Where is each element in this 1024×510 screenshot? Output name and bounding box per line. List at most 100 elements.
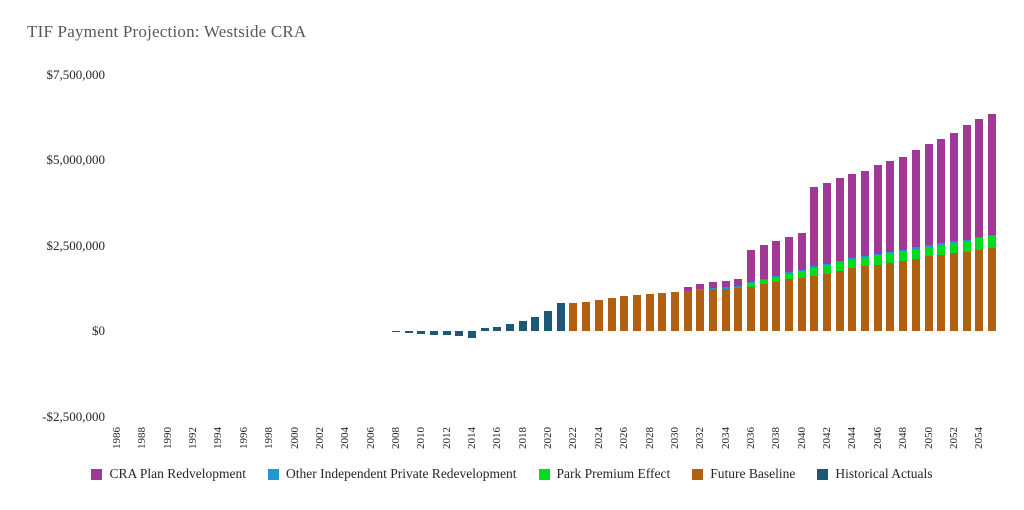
bar-2045-cra_plan xyxy=(861,170,870,256)
x-tick-label: 2042 xyxy=(821,427,834,449)
bar-2039-park_premium xyxy=(785,273,794,280)
x-tick-label: 2024 xyxy=(592,427,605,449)
bar-2033-future_baseline xyxy=(708,288,717,331)
chart-title: TIF Payment Projection: Westside CRA xyxy=(27,22,307,41)
bar-2025-future_baseline xyxy=(607,298,616,331)
x-tick-label: 2050 xyxy=(922,427,935,449)
bar-2034-cra_plan xyxy=(721,280,730,288)
x-tick-label: 2032 xyxy=(694,427,707,449)
x-tick-label: 2018 xyxy=(516,427,529,449)
x-tick-label: 1994 xyxy=(212,427,225,449)
bar-2044-cra_plan xyxy=(848,174,857,259)
bar-2040-park_premium xyxy=(797,271,806,278)
bar-2054-other_independent xyxy=(975,237,984,239)
x-tick-label: 2044 xyxy=(846,427,859,449)
bar-2035-other_independent xyxy=(734,286,743,288)
bar-2055-future_baseline xyxy=(987,247,996,331)
bar-2019-historical xyxy=(531,316,540,331)
bar-2044-park_premium xyxy=(848,259,857,269)
bar-2054-future_baseline xyxy=(975,249,984,331)
bar-2051-other_independent xyxy=(937,243,946,245)
x-tick-label: 2010 xyxy=(415,427,428,449)
bar-2046-park_premium xyxy=(873,255,882,265)
bar-2047-future_baseline xyxy=(886,262,895,331)
bar-2018-historical xyxy=(518,320,527,331)
bar-2027-future_baseline xyxy=(632,295,641,331)
bar-2042-other_independent xyxy=(823,263,832,265)
bar-2036-future_baseline xyxy=(747,286,755,331)
legend-item-cra_plan: CRA Plan Redvelopment xyxy=(91,466,246,482)
x-tick-label: 2002 xyxy=(313,427,326,449)
bar-2015-historical xyxy=(480,327,489,331)
bar-2036-other_independent xyxy=(747,282,755,284)
bar-2039-other_independent xyxy=(785,272,794,274)
x-tick-label: 2004 xyxy=(339,427,352,449)
x-tick-label: 2054 xyxy=(973,427,986,449)
bar-2053-park_premium xyxy=(962,240,971,252)
bar-2036-cra_plan xyxy=(747,249,755,283)
bar-2048-park_premium xyxy=(899,250,908,261)
bar-2047-cra_plan xyxy=(886,160,895,252)
bar-2033-other_independent xyxy=(708,287,717,289)
bar-2042-cra_plan xyxy=(823,183,832,264)
x-tick-label: 2046 xyxy=(871,427,884,449)
bar-2046-future_baseline xyxy=(873,264,882,331)
bar-2053-future_baseline xyxy=(962,251,971,331)
bar-2052-cra_plan xyxy=(949,132,958,242)
legend-label: Future Baseline xyxy=(710,466,796,481)
bar-2044-future_baseline xyxy=(848,268,857,331)
bar-2034-future_baseline xyxy=(721,288,730,331)
bar-2045-future_baseline xyxy=(861,266,870,331)
bar-2040-cra_plan xyxy=(797,233,806,270)
bar-2051-park_premium xyxy=(937,244,946,256)
bar-2046-other_independent xyxy=(873,254,882,256)
bar-2055-park_premium xyxy=(987,236,996,248)
bar-2030-future_baseline xyxy=(670,292,679,331)
bar-2040-future_baseline xyxy=(797,277,806,331)
bar-2038-cra_plan xyxy=(772,240,781,276)
bar-2033-cra_plan xyxy=(708,282,717,288)
bar-2028-future_baseline xyxy=(645,294,654,331)
legend-swatch-icon xyxy=(817,468,829,480)
bar-2049-future_baseline xyxy=(911,258,920,331)
x-tick-label: 1992 xyxy=(187,427,200,449)
y-tick-label: $0 xyxy=(92,323,105,338)
bar-2040-other_independent xyxy=(797,269,806,272)
x-tick-label: 1990 xyxy=(161,427,174,449)
bar-2041-park_premium xyxy=(810,267,819,276)
bar-2050-future_baseline xyxy=(924,256,933,331)
bar-2051-cra_plan xyxy=(937,139,946,244)
x-tick-label: 2006 xyxy=(364,427,377,449)
legend-label: Park Premium Effect xyxy=(556,466,671,481)
bar-2045-other_independent xyxy=(861,255,870,258)
bar-2037-future_baseline xyxy=(759,284,768,331)
x-tick-label: 2040 xyxy=(795,427,808,449)
bar-2024-future_baseline xyxy=(594,299,603,331)
bar-2047-park_premium xyxy=(886,253,895,263)
x-tick-label: 2008 xyxy=(389,427,402,449)
bar-2055-cra_plan xyxy=(987,113,996,235)
x-tick-label: 2000 xyxy=(288,427,301,449)
bar-2038-other_independent xyxy=(772,275,781,278)
bar-2013-historical xyxy=(455,331,464,337)
bar-2041-cra_plan xyxy=(810,187,819,267)
bar-2032-cra_plan xyxy=(696,284,705,289)
bar-2045-park_premium xyxy=(861,257,870,267)
bar-2008-historical xyxy=(391,331,400,332)
x-tick-label: 2016 xyxy=(491,427,504,449)
legend-swatch-icon xyxy=(267,468,279,480)
bar-2052-park_premium xyxy=(949,242,958,253)
x-tick-label: 2014 xyxy=(466,427,479,449)
x-tick-label: 2038 xyxy=(770,427,783,449)
bar-2029-future_baseline xyxy=(658,293,667,331)
bar-2020-historical xyxy=(544,310,553,331)
x-tick-label: 2048 xyxy=(897,427,910,449)
x-tick-label: 2022 xyxy=(567,427,580,449)
bar-2052-future_baseline xyxy=(949,253,958,331)
legend-label: Historical Actuals xyxy=(835,466,933,481)
bar-2009-historical xyxy=(404,331,413,334)
bar-2031-cra_plan xyxy=(683,287,692,291)
x-tick-label: 2028 xyxy=(643,427,656,449)
bar-2046-cra_plan xyxy=(873,165,882,255)
